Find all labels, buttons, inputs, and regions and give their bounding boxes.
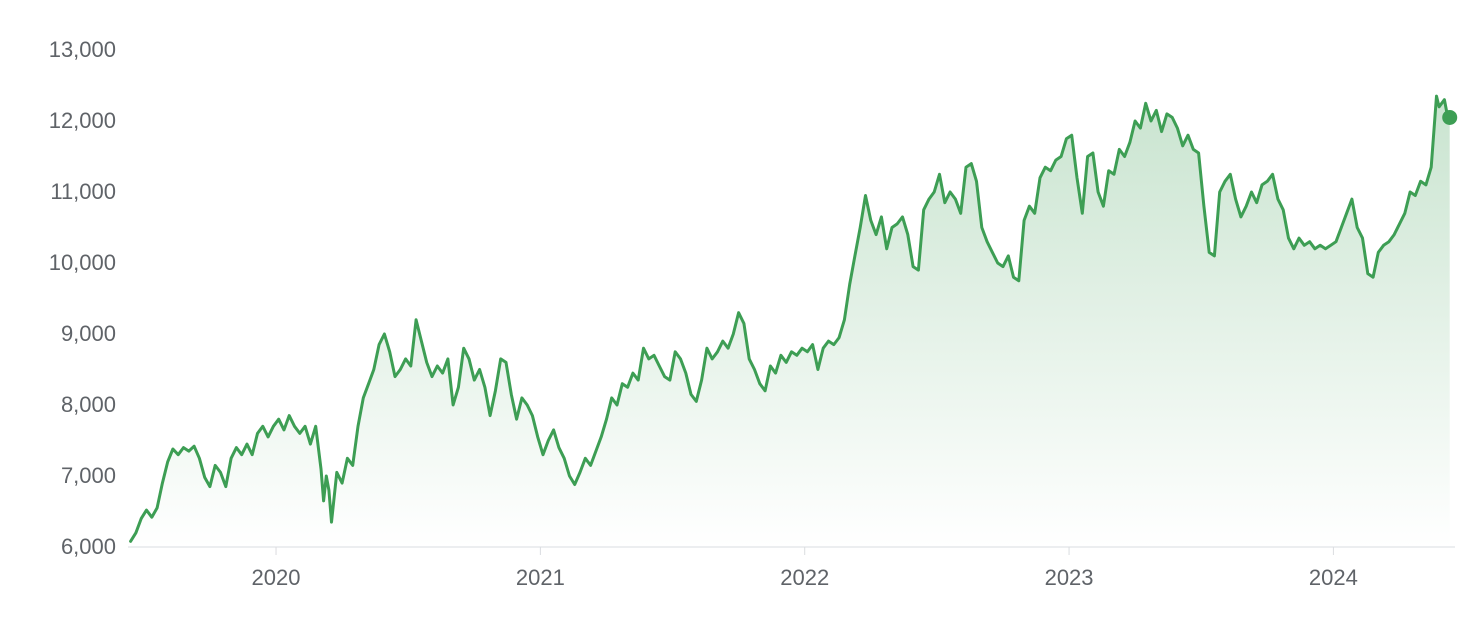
y-axis-tick-label: 9,000 — [61, 321, 116, 346]
y-axis-tick-label: 13,000 — [49, 37, 116, 62]
y-axis-tick-label: 12,000 — [49, 108, 116, 133]
y-axis-tick-label: 8,000 — [61, 392, 116, 417]
x-axis-tick-label: 2024 — [1309, 565, 1358, 590]
y-axis-tick-label: 6,000 — [61, 534, 116, 559]
y-axis-tick-label: 11,000 — [50, 179, 116, 204]
y-axis-tick-label: 7,000 — [61, 463, 116, 488]
x-axis-tick-label: 2020 — [252, 565, 301, 590]
x-axis-tick-label: 2022 — [780, 565, 829, 590]
price-line — [129, 94, 1452, 543]
x-axis-tick-label: 2023 — [1045, 565, 1094, 590]
latest-price-marker — [1442, 109, 1458, 125]
x-axis-tick-label: 2021 — [516, 565, 565, 590]
y-axis-tick-label: 10,000 — [49, 250, 116, 275]
chart-area-fill — [130, 96, 1450, 547]
